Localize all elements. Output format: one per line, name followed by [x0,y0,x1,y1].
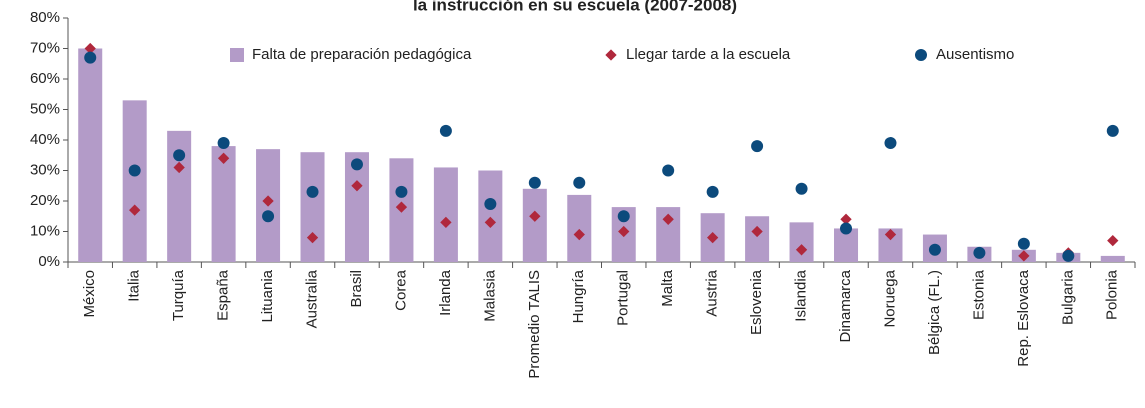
bar [78,48,103,262]
y-tick-label: 60% [30,70,60,87]
diamond-marker [529,210,541,222]
diamond-marker [1107,234,1119,247]
dot-marker [884,137,897,150]
y-tick-label: 10% [30,222,60,239]
y-tick-label: 0% [38,253,60,270]
diamond-marker [795,244,808,256]
bar [789,222,814,262]
bar [211,146,236,262]
dot-marker [1062,249,1075,262]
diamond-marker [440,216,452,229]
bar [122,100,147,262]
dot-marker [573,176,586,189]
bar [478,170,503,262]
diamond-marker [84,42,96,55]
dot-marker [795,182,808,195]
diamond-marker [573,228,585,241]
dot-marker [1106,124,1119,137]
diamond-marker [484,216,497,229]
dot-marker [262,210,275,223]
x-tick-label: Portugal [615,270,632,326]
legend-swatch [915,49,927,61]
y-tick-label: 70% [30,39,60,56]
y-tick-label: 80% [30,9,60,26]
y-tick-label: 40% [30,131,60,148]
diamond-marker [1018,250,1030,262]
dot-marker [439,124,452,137]
diamond-marker [351,180,363,192]
diamond-marker [173,161,185,174]
y-tick-label: 20% [30,192,60,209]
x-tick-label: Lituania [259,269,276,322]
x-tick-label: Hungría [570,269,587,323]
dot-marker [395,185,408,198]
diamond-marker [618,225,630,238]
legend-swatch [605,49,617,61]
dot-marker [751,140,764,153]
x-tick-label: Noruega [881,269,898,327]
diamond-marker [217,152,230,164]
dot-marker [217,137,230,150]
y-tick-label: 30% [30,161,60,178]
diamond-marker [706,231,719,244]
x-tick-label: Estonia [970,269,987,320]
x-tick-label: Irlanda [437,269,454,316]
dot-marker [84,51,97,64]
bar [344,152,369,262]
x-tick-label: Rep. Eslovaca [1015,269,1032,366]
x-tick-label: Dinamarca [837,269,854,342]
diamond-marker [751,225,763,238]
dot-marker [662,164,675,177]
x-tick-label: Malta [659,269,676,306]
legend-label: Falta de preparación pedagógica [252,46,472,63]
dot-marker [306,185,319,198]
x-tick-label: Bulgaria [1059,269,1076,325]
x-tick-label: Polonia [1104,269,1121,320]
diamond-marker [840,213,852,225]
dot-marker [528,176,541,189]
x-tick-label: Corea [392,269,409,311]
bar [300,152,325,262]
legend-label: Ausentismo [936,46,1014,63]
chart-title: la instrucción en su escuela (2007-2008) [413,0,737,14]
legend-label: Llegar tarde a la escuela [626,46,791,63]
diamond-marker [395,201,408,213]
x-tick-label: Brasil [348,270,365,308]
x-tick-label: Malasia [481,269,498,321]
bar [433,167,458,262]
dot-marker [973,246,986,259]
bar [1100,255,1125,262]
dot-marker [840,222,853,235]
x-tick-label: Eslovenia [748,269,765,335]
diamond-marker [306,231,319,244]
x-tick-label: Italia [126,269,143,301]
dot-marker [350,158,363,171]
x-tick-label: Promedio TALIS [526,270,543,379]
bar [567,194,592,262]
diamond-marker [884,228,897,241]
dot-marker [928,243,941,256]
y-tick-label: 50% [30,100,60,117]
bar [745,216,770,262]
legend-swatch [230,48,244,62]
x-tick-label: Australia [303,269,320,328]
dot-marker [1017,237,1030,250]
bar [522,188,547,262]
x-tick-label: Turquía [170,269,187,321]
x-tick-label: España [215,269,232,321]
x-tick-label: Austria [704,269,721,316]
dot-marker [706,185,719,198]
x-tick-label: México [81,270,98,318]
dot-marker [173,149,186,162]
diamond-marker [662,213,674,225]
diamond-marker [129,204,141,216]
x-tick-label: Islandia [793,269,810,321]
dot-marker [128,164,141,177]
dot-marker [484,198,497,211]
dot-marker [617,210,630,223]
x-tick-label: Bélgica (FL.) [926,270,943,355]
diamond-marker [262,195,274,207]
